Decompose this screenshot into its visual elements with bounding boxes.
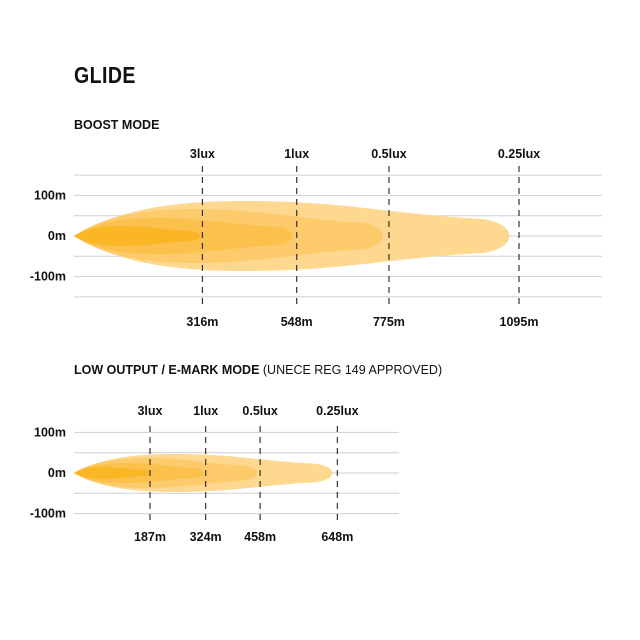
- lux-label: 0.25lux: [498, 147, 540, 161]
- y-axis-label: 100m: [34, 425, 66, 439]
- distance-label: 1095m: [500, 315, 539, 329]
- heading-note: (UNECE REG 149 APPROVED): [262, 363, 443, 377]
- lux-label: 0.5lux: [242, 404, 277, 418]
- distance-label: 548m: [281, 315, 313, 329]
- low-output-heading: LOW OUTPUT / E-MARK MODE (UNECE REG 149 …: [74, 363, 442, 377]
- beam-3lux: [74, 467, 150, 479]
- lux-label: 0.25lux: [316, 404, 358, 418]
- heading-text: LOW OUTPUT / E-MARK MODE: [74, 363, 260, 377]
- distance-label: 648m: [321, 530, 353, 544]
- boost-mode-heading: BOOST MODE: [74, 118, 159, 132]
- distance-label: 316m: [186, 315, 218, 329]
- y-axis-label: -100m: [30, 507, 66, 521]
- y-axis-label: -100m: [30, 270, 66, 284]
- distance-label: 187m: [134, 530, 166, 544]
- y-axis-label: 0m: [48, 466, 66, 480]
- distance-label: 324m: [190, 530, 222, 544]
- heading-text: BOOST MODE: [74, 118, 160, 132]
- distance-label: 775m: [373, 315, 405, 329]
- beam-3lux: [74, 226, 201, 246]
- lux-label: 0.5lux: [371, 147, 406, 161]
- y-axis-label: 0m: [48, 229, 66, 243]
- distance-label: 458m: [244, 530, 276, 544]
- lux-label: 1lux: [284, 147, 309, 161]
- lux-label: 3lux: [137, 404, 162, 418]
- lux-label: 1lux: [193, 404, 218, 418]
- lux-label: 3lux: [190, 147, 215, 161]
- y-axis-label: 100m: [34, 188, 66, 202]
- product-title: GLIDE: [74, 62, 136, 88]
